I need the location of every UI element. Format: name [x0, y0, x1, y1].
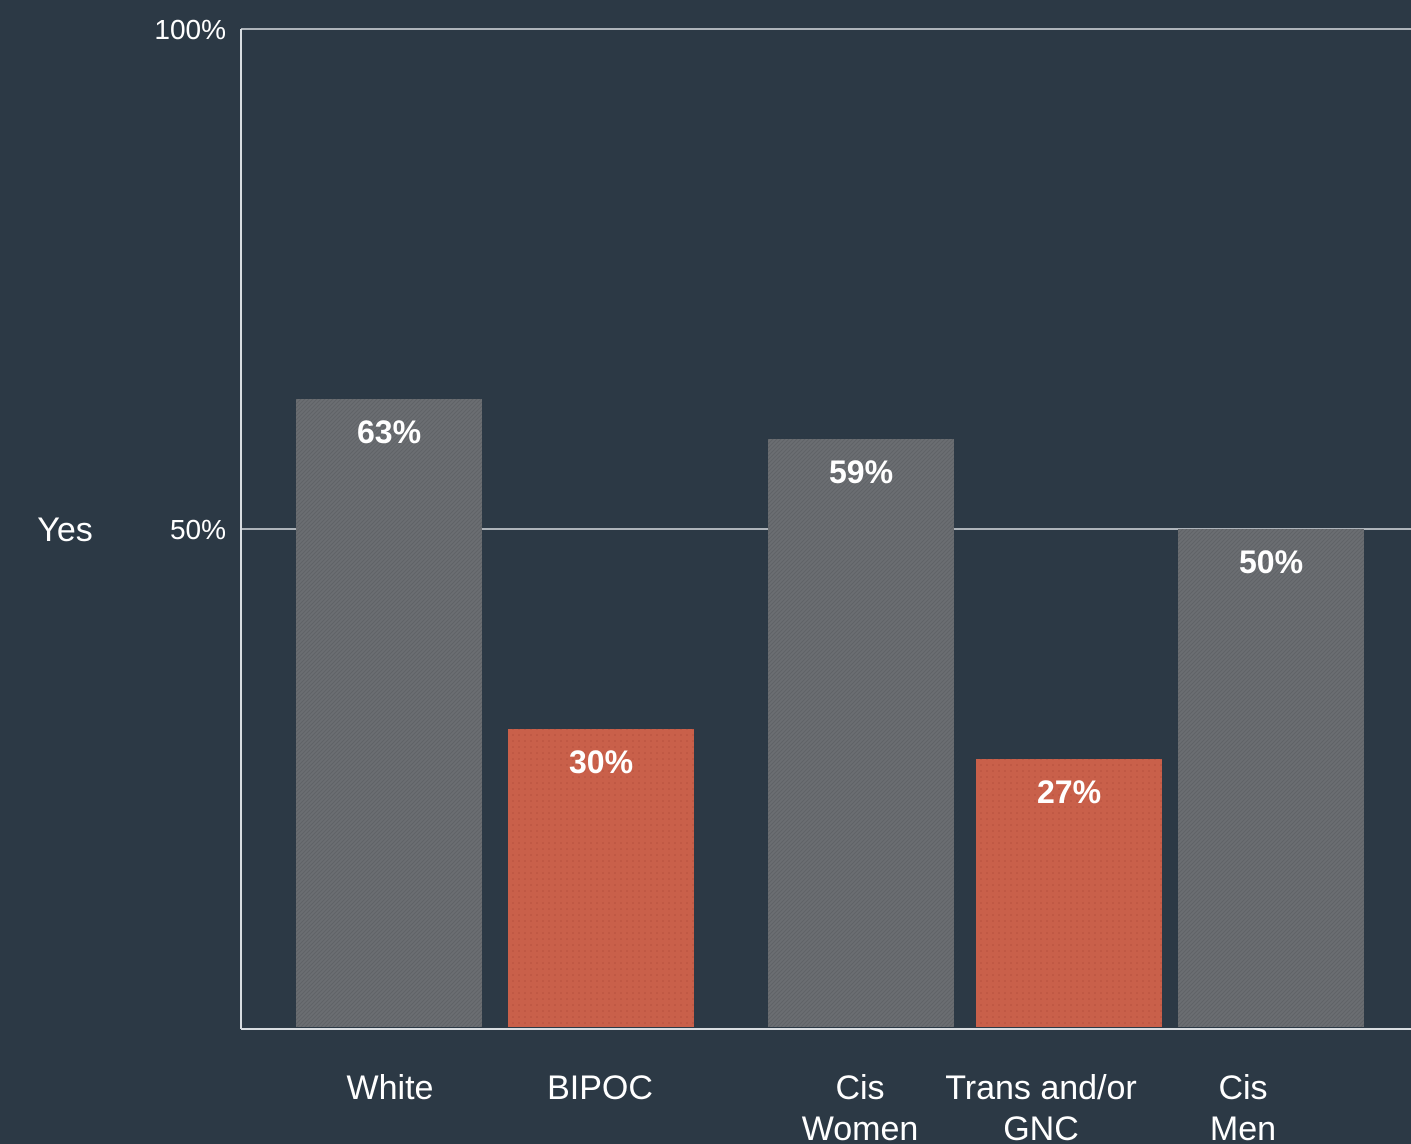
x-tick-label: White — [347, 1069, 434, 1107]
x-tick-label: Cis Women — [802, 1069, 919, 1144]
x-tick-label-line: Women — [802, 1110, 919, 1144]
x-tick-label: Trans and/or GNC — [945, 1069, 1137, 1144]
data-label: 63% — [357, 414, 421, 450]
x-tick-label-line: BIPOC — [547, 1069, 653, 1107]
x-tick-label-line: Trans and/or — [945, 1069, 1137, 1107]
bar — [976, 759, 1162, 1027]
y-tick-label: 100% — [154, 14, 226, 45]
data-label: 59% — [829, 454, 893, 490]
y-axis-label: Yes — [37, 511, 92, 549]
x-tick-label-line: GNC — [1003, 1110, 1079, 1144]
bar — [1178, 529, 1364, 1027]
x-tick-label-line: Cis — [835, 1069, 884, 1107]
x-tick-label-line: Men — [1210, 1110, 1276, 1144]
x-tick-label-line: Cis — [1218, 1069, 1267, 1107]
data-label: 27% — [1037, 774, 1101, 810]
data-label: 30% — [569, 744, 633, 780]
data-label: 50% — [1239, 544, 1303, 580]
bar — [768, 439, 954, 1027]
bar — [296, 399, 482, 1027]
x-tick-label: BIPOC — [547, 1069, 653, 1107]
bar — [508, 729, 694, 1027]
x-tick-label: Cis Men — [1210, 1069, 1276, 1144]
y-tick-label: 50% — [170, 514, 226, 545]
x-tick-label-line: White — [347, 1069, 434, 1107]
